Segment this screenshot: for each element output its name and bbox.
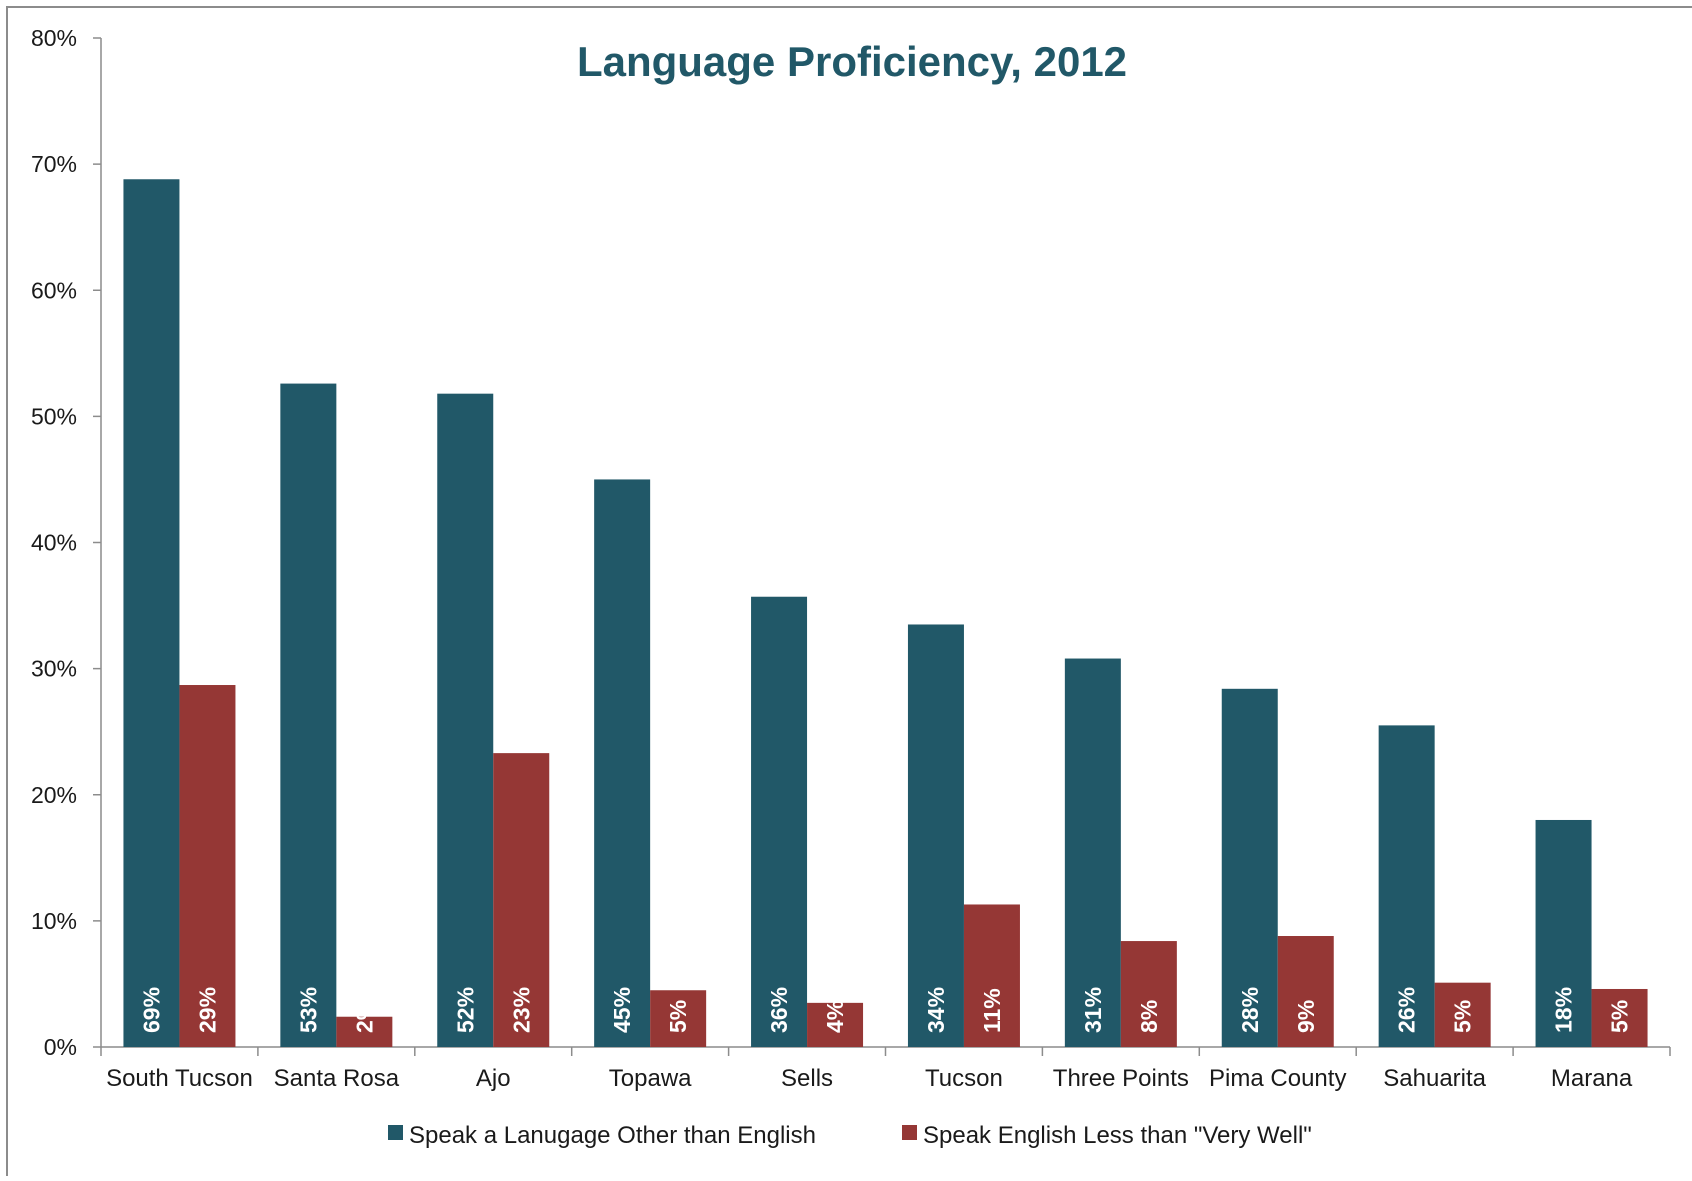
bar-other-language	[751, 596, 808, 1047]
bar-english-less-than-very-well	[1434, 982, 1491, 1047]
bar-english-less-than-very-well	[1277, 936, 1334, 1047]
y-tick-label: 10%	[31, 908, 77, 934]
bar-english-less-than-very-well	[1591, 988, 1648, 1047]
data-label: 31%	[1080, 987, 1106, 1033]
bar-english-less-than-very-well	[336, 1016, 393, 1047]
data-label: 5%	[1450, 1000, 1476, 1033]
bar-other-language	[907, 624, 964, 1047]
bar-other-language	[280, 383, 337, 1047]
data-label: 29%	[194, 987, 220, 1033]
bar-english-less-than-very-well	[493, 753, 550, 1047]
x-tick-label: Santa Rosa	[274, 1065, 400, 1092]
data-label: 28%	[1237, 987, 1263, 1033]
data-label: 34%	[923, 987, 949, 1033]
data-label: 5%	[1607, 1000, 1633, 1033]
x-tick-label: Sahuarita	[1383, 1065, 1486, 1092]
y-tick-label: 50%	[31, 403, 77, 429]
y-tick-label: 60%	[31, 277, 77, 303]
bar-other-language	[437, 393, 494, 1047]
y-tick-label: 40%	[31, 530, 77, 556]
bar-english-less-than-very-well	[963, 904, 1020, 1047]
data-label: 5%	[665, 1000, 691, 1033]
y-tick-label: 0%	[44, 1034, 77, 1060]
bar-english-less-than-very-well	[1120, 941, 1177, 1047]
bar-other-language	[123, 179, 180, 1047]
x-tick-label: Ajo	[476, 1065, 511, 1092]
chart-frame	[6, 6, 1692, 1176]
data-label: 23%	[508, 987, 534, 1033]
x-tick-label: Sells	[781, 1065, 833, 1092]
x-tick-label: Topawa	[609, 1065, 692, 1092]
bar-other-language	[1221, 688, 1278, 1047]
data-label: 45%	[609, 987, 635, 1033]
data-label: 18%	[1551, 987, 1577, 1033]
legend-label: Speak English Less than "Very Well"	[923, 1122, 1312, 1149]
axes: 0% 10% 20% 30% 40% 50% 60% 70% 80%	[31, 25, 1671, 1060]
data-label: 52%	[452, 987, 478, 1033]
data-labels: 69% 29% 53% 2% 52% 23% 45% 5% 36% 4% 34% 11% 31% 8% 28…	[138, 987, 1632, 1033]
x-tick-label: Tucson	[925, 1065, 1003, 1092]
x-axis-labels: South Tucson Santa Rosa Ajo Topawa Sells Tucs…	[106, 1065, 1633, 1092]
bar-english-less-than-very-well	[650, 990, 707, 1047]
bar-other-language	[1535, 819, 1592, 1047]
y-tick-label: 80%	[31, 25, 77, 51]
legend-label: Speak a Lanugage Other than English	[409, 1122, 816, 1149]
legend-swatch	[388, 1125, 403, 1140]
x-tick-label: Three Points	[1053, 1065, 1189, 1092]
data-label: 4%	[822, 1000, 848, 1033]
bar-english-less-than-very-well	[179, 685, 236, 1047]
legend: Speak a Lanugage Other than English Speak…	[388, 1122, 1312, 1149]
x-tick-label: South Tucson	[106, 1065, 253, 1092]
data-label: 36%	[766, 987, 792, 1033]
bar-english-less-than-very-well	[807, 1002, 864, 1047]
data-label: 69%	[138, 987, 164, 1033]
bar-other-language	[1064, 658, 1121, 1047]
data-label: 9%	[1293, 1000, 1319, 1033]
x-tick-label: Pima County	[1209, 1065, 1346, 1092]
bars	[123, 179, 1648, 1047]
bar-other-language	[1378, 725, 1435, 1047]
chart-title: Language Proficiency, 2012	[577, 38, 1127, 85]
y-tick-label: 70%	[31, 151, 77, 177]
data-label: 26%	[1394, 987, 1420, 1033]
bar-other-language	[594, 479, 651, 1047]
legend-swatch	[902, 1125, 917, 1140]
data-label: 8%	[1136, 1000, 1162, 1033]
data-label: 11%	[979, 988, 1005, 1033]
data-label: 2%	[351, 1000, 377, 1033]
x-tick-label: Marana	[1551, 1065, 1633, 1092]
y-tick-label: 20%	[31, 782, 77, 808]
data-label: 53%	[295, 987, 321, 1033]
y-tick-label: 30%	[31, 656, 77, 682]
